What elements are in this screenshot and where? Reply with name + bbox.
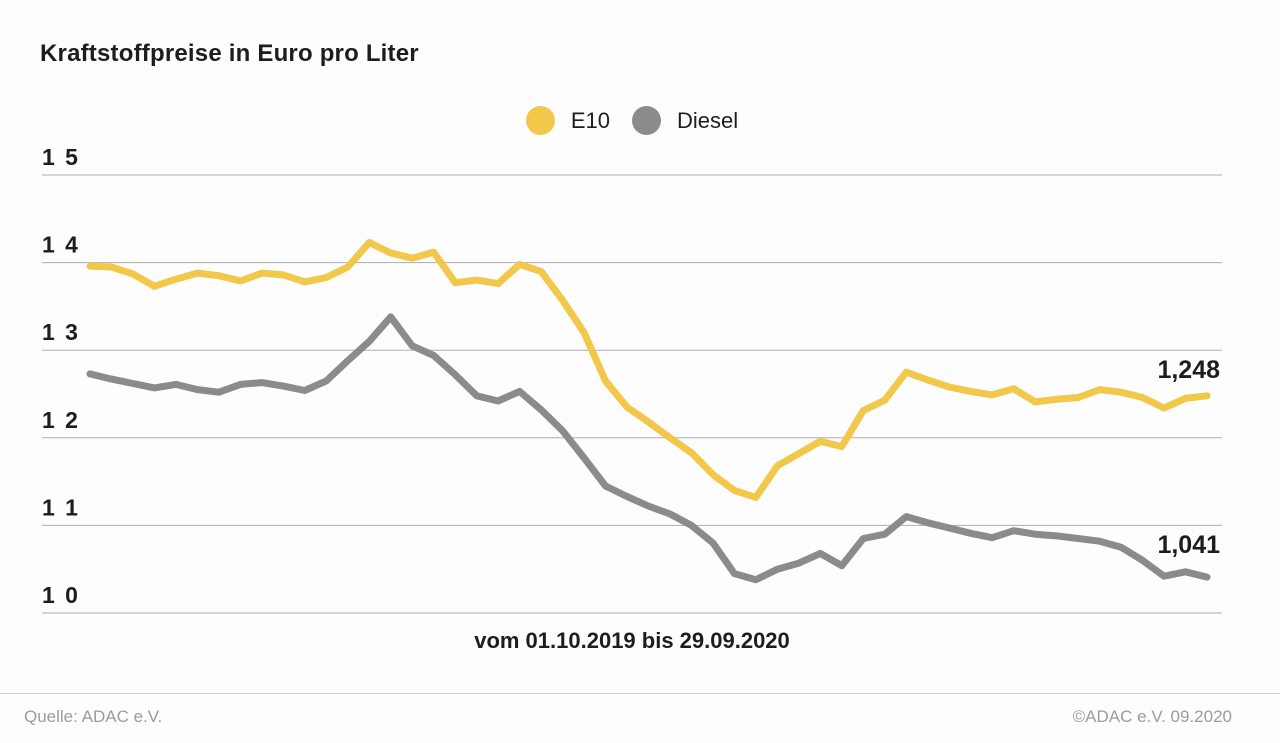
diesel-end-value-label: 1,041 [1157,531,1220,559]
diesel-line [86,313,1211,584]
y-tick-label: 1 0 [42,582,80,608]
legend-label-e10: E10 [570,107,610,133]
chart-title: Kraftstoffpreise in Euro pro Liter [40,40,419,67]
y-tick-label: 1 3 [42,319,80,345]
x-axis-caption: vom 01.10.2019 bis 29.09.2020 [474,628,790,653]
e10-swatch-icon [525,106,555,135]
footer-source: Quelle: ADAC e.V. [24,706,163,726]
legend: E10 Diesel [42,106,1222,135]
y-tick-label: 1 1 [42,494,80,520]
y-tick-label: 1 2 [42,407,80,433]
legend-item-diesel: Diesel [632,106,738,135]
footer: Quelle: ADAC e.V. ©ADAC e.V. 09.2020 [0,693,1280,743]
y-tick-label: 1 5 [42,144,80,170]
legend-item-e10: E10 [525,106,610,135]
e10-end-value-label: 1,248 [1157,356,1220,384]
e10-line [86,239,1211,501]
y-tick-label: 1 4 [42,232,80,258]
diesel-swatch-icon [632,106,661,135]
footer-copyright: ©ADAC e.V. 09.2020 [1072,706,1232,726]
legend-label-diesel: Diesel [677,107,739,133]
